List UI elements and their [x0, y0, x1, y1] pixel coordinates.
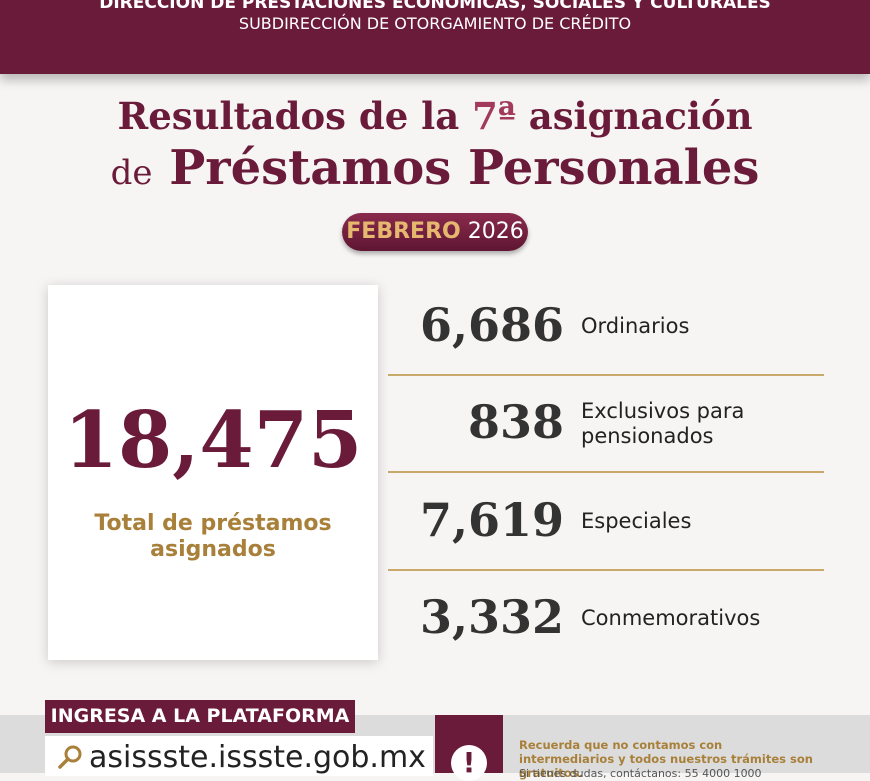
- search-icon: [58, 745, 82, 769]
- alert-icon: !: [451, 745, 487, 781]
- total-card: 18,475 Total de préstamos asignados: [48, 285, 378, 660]
- item-label: Conmemorativos: [581, 606, 761, 630]
- total-label: Total de préstamos asignados: [94, 511, 332, 562]
- title-part: 7ª: [472, 94, 516, 138]
- item-label: Exclusivos para pensionados: [581, 399, 745, 448]
- title-part: Préstamos Personales: [169, 140, 760, 196]
- url[interactable]: asissste.issste.gob.mx: [89, 740, 426, 775]
- url-box: asissste.issste.gob.mx: [45, 736, 433, 776]
- month: FEBRERO: [346, 219, 461, 244]
- date-badge: FEBRERO 2026: [342, 213, 528, 251]
- note: Recuerda que no contamos con intermediar…: [519, 738, 813, 780]
- title: Resultados de la 7ª asignación: [0, 94, 870, 138]
- year: 2026: [467, 219, 524, 244]
- item-value: 838: [467, 395, 564, 449]
- separator: [388, 471, 824, 473]
- separator: [388, 374, 824, 376]
- item-label: Ordinarios: [581, 314, 690, 338]
- total-value: 18,475: [63, 395, 363, 486]
- cta: INGRESA A LA PLATAFORMA: [45, 700, 355, 733]
- title: de Préstamos Personales: [0, 140, 870, 196]
- header-line: SUBDIRECCIÓN DE OTORGAMIENTO DE CRÉDITO: [238, 14, 632, 33]
- item-value: 6,686: [419, 298, 564, 352]
- title-part: de: [110, 153, 153, 193]
- item-value: 7,619: [419, 493, 564, 547]
- title-part: Resultados de la: [117, 94, 460, 138]
- item-label: Especiales: [581, 509, 692, 533]
- contact: Si tienes dudas, contáctanos: 55 4000 10…: [519, 767, 762, 780]
- title-part: asignación: [528, 94, 753, 138]
- header: DIRECCIÓN DE PRESTACIONES ECONÓMICAS, SO…: [0, 0, 870, 74]
- alert-box: !: [435, 715, 503, 781]
- item-value: 3,332: [419, 590, 564, 644]
- separator: [388, 569, 824, 571]
- header-line: DIRECCIÓN DE PRESTACIONES ECONÓMICAS, SO…: [99, 0, 771, 13]
